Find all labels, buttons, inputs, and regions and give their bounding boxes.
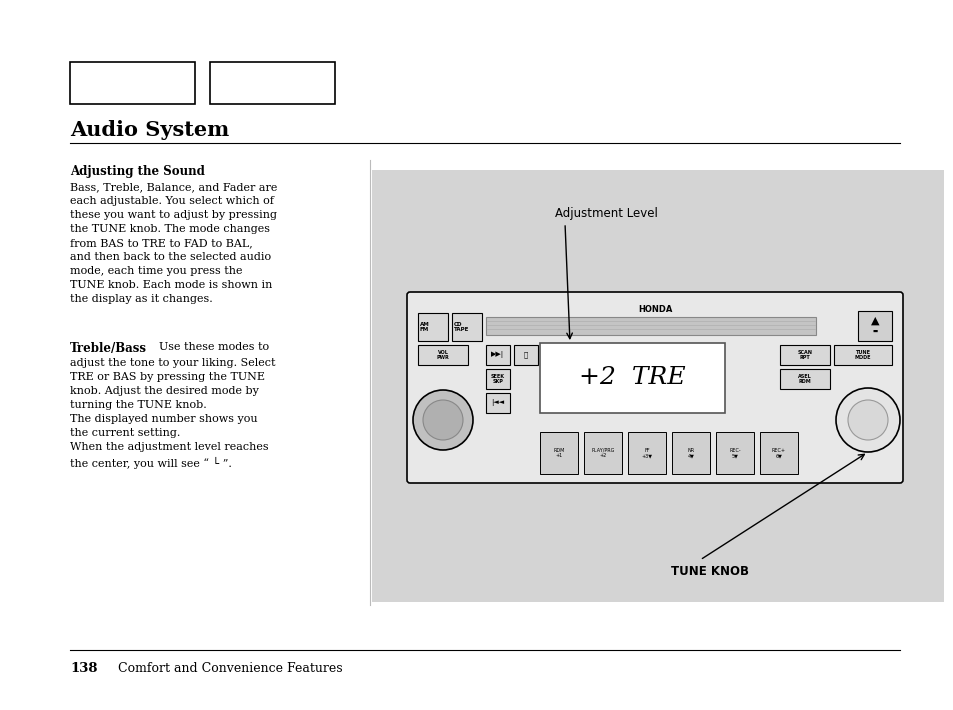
- Text: ▬: ▬: [871, 329, 877, 334]
- Text: Adjustment Level: Adjustment Level: [555, 207, 658, 219]
- Text: TUNE
MODE: TUNE MODE: [854, 349, 870, 361]
- Bar: [671, 432, 709, 474]
- Bar: [514, 345, 537, 365]
- Bar: [716, 432, 753, 474]
- Text: TUNE KNOB: TUNE KNOB: [670, 565, 748, 578]
- Text: ⌷: ⌷: [523, 351, 528, 359]
- Bar: [452, 313, 481, 341]
- Text: Use these modes to: Use these modes to: [145, 342, 269, 352]
- Text: NR
4▼: NR 4▼: [687, 447, 694, 459]
- Text: Adjusting the Sound: Adjusting the Sound: [70, 165, 205, 178]
- Bar: [780, 369, 829, 389]
- Text: AM
FM: AM FM: [419, 322, 429, 332]
- Text: SEEK
SKP: SEEK SKP: [491, 373, 504, 384]
- Text: REC+
6▼: REC+ 6▼: [771, 447, 785, 459]
- Bar: [833, 345, 891, 365]
- Bar: [485, 393, 510, 413]
- Text: Treble/Bass: Treble/Bass: [70, 342, 147, 355]
- Text: Comfort and Convenience Features: Comfort and Convenience Features: [118, 662, 342, 675]
- Bar: [485, 317, 815, 335]
- Bar: [417, 313, 448, 341]
- Text: adjust the tone to your liking. Select
TRE or BAS by pressing the TUNE
knob. Adj: adjust the tone to your liking. Select T…: [70, 358, 275, 469]
- Bar: [372, 170, 943, 602]
- Text: 138: 138: [70, 662, 97, 675]
- Bar: [780, 345, 829, 365]
- Circle shape: [847, 400, 887, 440]
- Text: ▶▶|: ▶▶|: [491, 351, 504, 359]
- Bar: [417, 345, 468, 365]
- Circle shape: [413, 390, 473, 450]
- Bar: [539, 343, 724, 413]
- Text: RDM
+1: RDM +1: [553, 447, 564, 459]
- Bar: [210, 62, 335, 104]
- Bar: [70, 62, 194, 104]
- FancyBboxPatch shape: [407, 292, 902, 483]
- Bar: [627, 432, 665, 474]
- Bar: [485, 369, 510, 389]
- Text: VOL
PWR: VOL PWR: [436, 349, 449, 361]
- Circle shape: [835, 388, 899, 452]
- Text: HONDA: HONDA: [638, 305, 672, 314]
- Text: ASEL
RDM: ASEL RDM: [798, 373, 811, 384]
- Text: PLAY/PRG
+2: PLAY/PRG +2: [591, 447, 614, 459]
- Bar: [857, 311, 891, 341]
- Text: FF
+3▼: FF +3▼: [640, 447, 652, 459]
- Text: CD
TAPE: CD TAPE: [454, 322, 469, 332]
- Text: SCAN
RPT: SCAN RPT: [797, 349, 812, 361]
- Text: +2  TRE: +2 TRE: [578, 366, 685, 390]
- Bar: [760, 432, 797, 474]
- Text: REC-
5▼: REC- 5▼: [728, 447, 740, 459]
- Bar: [583, 432, 621, 474]
- Text: |◄◄: |◄◄: [491, 400, 504, 407]
- Bar: [485, 345, 510, 365]
- Circle shape: [422, 400, 462, 440]
- Bar: [539, 432, 578, 474]
- Text: Audio System: Audio System: [70, 120, 229, 140]
- Text: ▲: ▲: [870, 316, 879, 326]
- Text: Bass, Treble, Balance, and Fader are
each adjustable. You select which of
these : Bass, Treble, Balance, and Fader are eac…: [70, 182, 277, 304]
